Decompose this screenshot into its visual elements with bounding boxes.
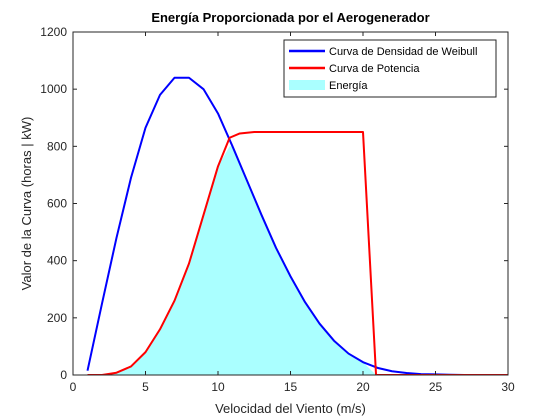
legend-entry-label: Curva de Densidad de Weibull: [329, 46, 477, 58]
x-tick-label: 10: [211, 380, 225, 394]
x-tick-label: 15: [284, 380, 298, 394]
y-axis-label: Valor de la Curva (horas | kW): [19, 117, 34, 291]
chart-title: Energía Proporcionada por el Aerogenerad…: [151, 10, 429, 25]
weibull-density-line: [86, 76, 487, 375]
x-tick-label: 20: [356, 380, 370, 394]
legend-entry-label: Curva de Potencia: [329, 63, 420, 75]
y-tick-label: 0: [60, 368, 67, 382]
y-tick-label: 200: [47, 311, 67, 325]
x-tick-label: 5: [142, 380, 149, 394]
x-tick-label: 30: [501, 380, 515, 394]
y-tick-label: 800: [47, 139, 67, 153]
axes: 0 5 10 15 20 25 30 0 200 400 600 800 1000 1200: [40, 25, 515, 394]
power-curve-line: [87, 131, 508, 375]
plot-area: [86, 76, 508, 375]
x-tick-label: 25: [429, 380, 443, 394]
y-tick-label: 400: [47, 254, 67, 268]
legend-entry-label: Energía: [329, 80, 368, 92]
y-tick-label: 1000: [40, 82, 67, 96]
x-tick-label: 0: [70, 380, 77, 394]
energy-area: [87, 146, 378, 375]
x-axis-label: Velocidad del Viento (m/s): [215, 401, 366, 416]
legend-swatch-energy: [289, 80, 325, 90]
y-tick-label: 1200: [40, 25, 67, 39]
y-tick-label: 600: [47, 197, 67, 211]
legend: Curva de Densidad de Weibull Curva de Pot…: [283, 39, 497, 98]
